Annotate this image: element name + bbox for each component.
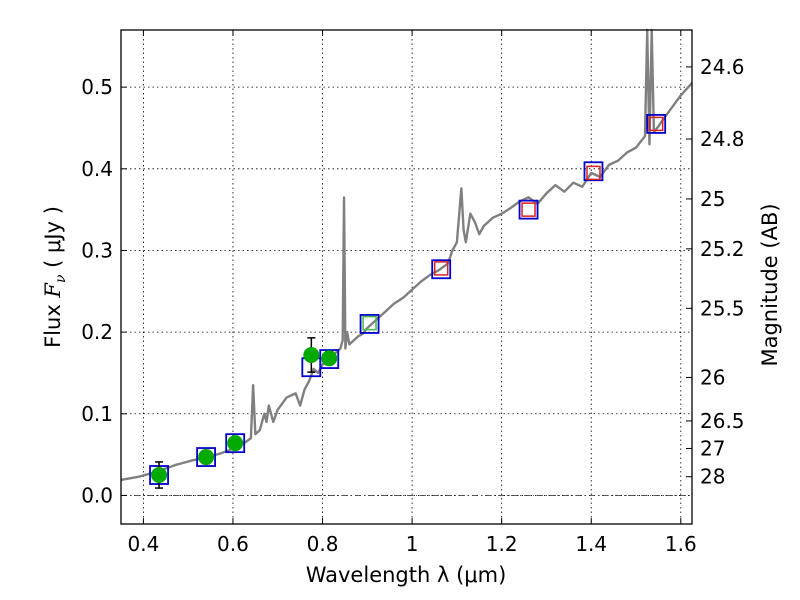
x-axis-title: Wavelength λ (μm) (306, 563, 507, 587)
magnitude-tick-label: 25.2 (700, 237, 745, 261)
x-tick-label: 0.4 (127, 532, 159, 556)
magnitude-axis-ticks: 24.6 24.8 25 25.2 25.5 26 26.5 27 28 (686, 55, 745, 489)
model-bandpass-marker (225, 433, 246, 454)
model-bandpass-marker (646, 114, 667, 134)
x-tick-label: 1.2 (486, 532, 518, 556)
plot-markers (149, 114, 667, 489)
observed-flux-square (362, 315, 377, 331)
observed-flux-square (521, 202, 536, 217)
observed-flux-square (433, 261, 449, 276)
y-tick-label: 0.1 (81, 402, 113, 426)
model-bandpass-marker (359, 314, 380, 334)
y-axis-title-symbol: F (41, 282, 65, 299)
observed-flux-square (648, 116, 664, 132)
observed-flux-point (321, 350, 338, 367)
model-bandpass-marker (518, 199, 539, 220)
magnitude-tick-label: 26.5 (700, 409, 745, 433)
magnitude-tick-label: 24.8 (700, 127, 745, 151)
magnitude-tick-label: 26 (700, 365, 725, 389)
model-bandpass-marker (583, 161, 604, 182)
observed-flux-point (227, 435, 244, 452)
x-tick-label: 1 (406, 532, 419, 556)
magnitude-tick-label: 25 (700, 187, 725, 211)
y-axis-ticks: 0.0 0.1 0.2 0.3 0.4 0.5 (81, 75, 127, 507)
x-tick-label: 1.4 (575, 532, 607, 556)
x-axis-ticks: 0.4 0.6 0.8 1 1.2 1.4 1.6 (127, 30, 697, 556)
magnitude-axis-title: Magnitude (AB) (758, 203, 782, 366)
observed-flux-square (586, 165, 601, 181)
y-axis-title-suffix: ( μJy ) (41, 206, 65, 274)
model-bandpass-marker (431, 259, 452, 280)
x-tick-label: 0.6 (217, 532, 249, 556)
y-axis-title-prefix: Flux (41, 298, 65, 348)
model-bandpass-marker (196, 447, 216, 467)
x-tick-label: 1.6 (665, 532, 697, 556)
observed-flux-point (198, 449, 215, 466)
y-tick-label: 0.5 (81, 75, 113, 99)
observed-flux-point (151, 467, 168, 484)
x-tick-label: 0.8 (307, 532, 339, 556)
y-tick-label: 0.3 (81, 238, 113, 262)
y-axis-title: Flux Fν ( μJy ) (41, 206, 69, 348)
plot-series (120, 28, 693, 482)
model-spectrum-line (120, 28, 693, 482)
y-tick-label: 0.4 (81, 157, 113, 181)
observed-flux-point (303, 346, 320, 363)
model-bandpass-marker (319, 349, 340, 369)
y-tick-label: 0.2 (81, 320, 113, 344)
magnitude-tick-label: 25.5 (700, 296, 745, 320)
y-tick-label: 0.0 (81, 483, 113, 507)
plot-frame (120, 29, 693, 525)
magnitude-tick-label: 24.6 (700, 55, 745, 79)
magnitude-tick-label: 27 (700, 436, 725, 460)
y-axis-title-subscript: ν (53, 274, 69, 283)
magnitude-tick-label: 28 (700, 465, 725, 489)
